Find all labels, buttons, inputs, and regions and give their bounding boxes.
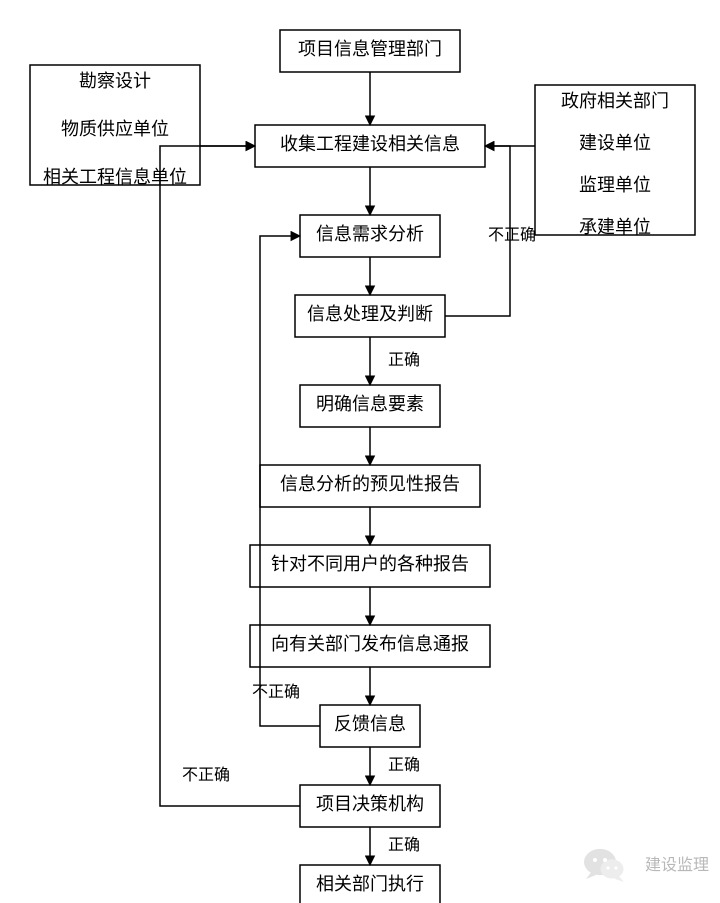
node-n4-label: 明确信息要素 xyxy=(316,394,424,414)
edge-label: 正确 xyxy=(388,756,420,774)
node-n6-label: 针对不同用户的各种报告 xyxy=(271,554,469,574)
node-n8-label: 反馈信息 xyxy=(334,714,406,734)
side-left-box-line: 勘察设计 xyxy=(79,71,151,91)
side-right-box-line: 政府相关部门 xyxy=(561,91,669,111)
node-n7-label: 向有关部门发布信息通报 xyxy=(271,634,469,654)
node-n1-label: 收集工程建设相关信息 xyxy=(280,134,460,154)
node-n2-label: 信息需求分析 xyxy=(316,224,424,244)
edge-label: 正确 xyxy=(388,836,420,854)
side-left-box-line: 物质供应单位 xyxy=(61,119,169,139)
wechat-icon xyxy=(584,849,624,882)
side-left-box-line: 相关工程信息单位 xyxy=(43,167,187,187)
flowchart-canvas: 项目信息管理部门收集工程建设相关信息信息需求分析信息处理及判断明确信息要素信息分… xyxy=(0,0,720,903)
node-n5-label: 信息分析的预见性报告 xyxy=(280,474,460,494)
edge-label: 正确 xyxy=(388,351,420,369)
side-right-box-line: 监理单位 xyxy=(579,175,651,195)
node-n9-label: 项目决策机构 xyxy=(316,794,424,814)
side-right-box-line: 承建单位 xyxy=(579,217,651,237)
node-n10-label: 相关部门执行 xyxy=(316,874,424,894)
side-right-box-line: 建设单位 xyxy=(579,133,651,153)
watermark-text: 建设监理 xyxy=(645,856,709,874)
edge-label: 不正确 xyxy=(252,683,300,701)
node-n3-label: 信息处理及判断 xyxy=(307,304,433,324)
edge-label: 不正确 xyxy=(182,766,230,784)
edge-label: 不正确 xyxy=(488,226,536,244)
node-n0-label: 项目信息管理部门 xyxy=(298,39,442,59)
